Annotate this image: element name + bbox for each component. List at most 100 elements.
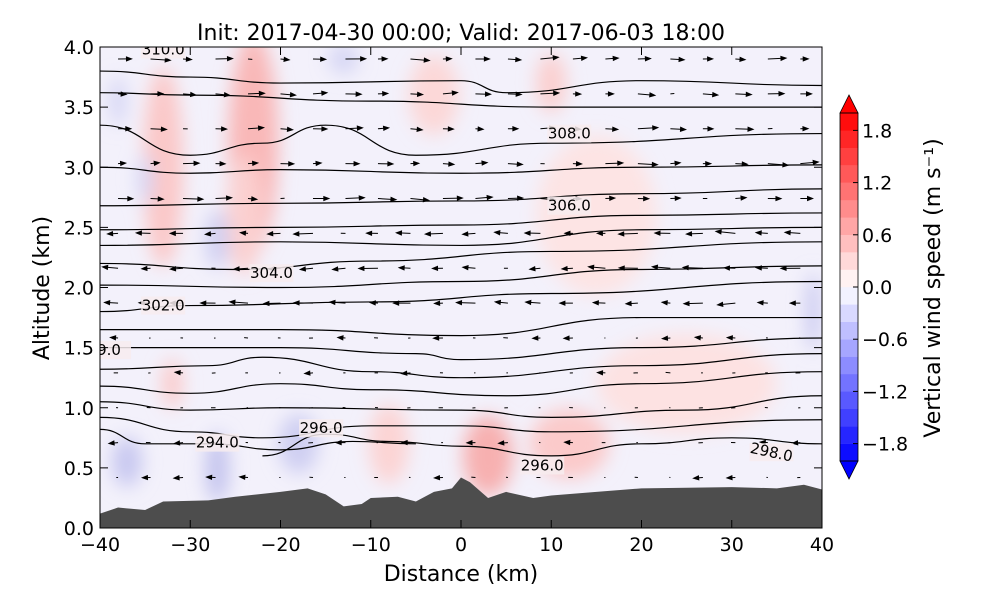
colorbar-tick-label: 0.0 <box>862 277 892 299</box>
contour-label-bg <box>249 264 294 283</box>
shading-blob <box>112 436 143 487</box>
y-tick-label: 1.5 <box>64 338 94 360</box>
colorbar-level <box>840 200 858 218</box>
wind-arrowhead <box>173 370 181 376</box>
wind-arrowhead <box>157 91 165 97</box>
shading-blob <box>143 67 184 268</box>
shading-blob <box>408 55 459 136</box>
wind-arrowhead <box>204 231 212 237</box>
shading-blob <box>536 135 657 296</box>
wind-arrowhead <box>712 91 720 98</box>
colorbar-extend-min <box>839 460 859 480</box>
wind-arrowhead <box>553 90 561 96</box>
wind-arrowhead <box>172 475 180 481</box>
wind-arrowhead <box>465 439 473 446</box>
wind-arrowhead <box>644 56 652 62</box>
wind-arrowhead <box>323 195 331 202</box>
wind-arrowhead <box>552 55 560 61</box>
wind-arrowhead <box>528 266 536 272</box>
x-tick-label: 40 <box>810 534 834 556</box>
wind-arrowhead <box>650 264 659 270</box>
wind-arrowhead <box>219 161 227 167</box>
colorbar-level <box>840 182 858 201</box>
wind-arrowhead <box>390 196 398 203</box>
x-tick-label: −30 <box>170 534 210 556</box>
colorbar: 1.8 1.2 0.6 0.0 −0.6 −1.2 −1.8 <box>839 94 908 480</box>
wind-arrowhead <box>612 55 620 62</box>
contour-label: 308.0 <box>548 125 591 143</box>
colorbar-level <box>840 269 858 288</box>
wind-arrowhead <box>431 265 439 272</box>
x-tick-label: 0 <box>455 534 467 556</box>
isentrope-line <box>100 371 822 397</box>
wind-arrowhead <box>483 56 491 62</box>
colorbar-tick-label: −0.6 <box>862 329 908 351</box>
wind-arrowhead <box>266 231 274 237</box>
wind-arrowhead <box>160 126 168 132</box>
wind-arrowhead <box>353 161 361 167</box>
wind-arrowhead <box>303 370 311 376</box>
isentrope-line <box>100 265 822 289</box>
wind-arrowhead <box>674 195 682 202</box>
wind-arrowhead <box>433 474 441 481</box>
wind-arrowhead <box>185 56 193 62</box>
wind-arrowhead <box>239 230 247 236</box>
colorbar-level <box>840 426 858 444</box>
wind-arrowhead <box>788 300 796 306</box>
colorbar-level <box>840 217 858 235</box>
wind-arrowhead <box>807 195 814 202</box>
terrain <box>100 477 822 528</box>
wind-arrowhead <box>780 55 788 62</box>
isentrope-line <box>100 416 822 439</box>
x-tick-label: −40 <box>80 534 120 556</box>
wind-arrowhead <box>575 161 583 167</box>
wind-arrowhead <box>258 90 266 97</box>
wind-arrowhead <box>226 56 234 62</box>
colorbar-level <box>840 321 858 340</box>
wind-arrowhead <box>783 229 791 236</box>
wind-arrowhead <box>754 230 762 236</box>
wind-arrowhead <box>624 300 632 307</box>
wind-arrowhead <box>617 231 625 237</box>
wind-arrowhead <box>477 126 485 132</box>
wind-arrowhead <box>497 440 505 446</box>
contour-label: 9.0 <box>97 341 121 359</box>
isentrope-line <box>100 353 822 379</box>
contour-label: 310.0 <box>142 40 185 58</box>
colorbar-level <box>840 374 858 392</box>
wind-arrowhead <box>228 299 236 305</box>
wind-arrowhead <box>745 91 753 98</box>
wind-arrowhead <box>153 160 161 167</box>
wind-arrowhead <box>725 474 733 481</box>
colorbar-tick-label: −1.8 <box>862 434 908 456</box>
y-tick-label: 4.0 <box>64 37 94 59</box>
wind-arrowhead <box>286 126 294 132</box>
wind-arrowhead <box>609 195 617 202</box>
colorbar-extend-max <box>839 94 859 114</box>
x-tick-label: −10 <box>351 534 391 556</box>
wind-arrowhead <box>125 56 133 62</box>
colorbar-level <box>840 443 858 462</box>
wind-vectors <box>101 55 820 481</box>
isentrope-line <box>100 428 416 451</box>
colorbar-level <box>840 113 858 131</box>
y-tick-label: 0.0 <box>64 518 94 540</box>
wind-arrowhead <box>516 161 524 167</box>
wind-arrowhead <box>652 125 660 131</box>
wind-arrowhead <box>289 92 297 98</box>
colorbar-tick-label: 1.8 <box>862 120 892 142</box>
wind-arrowhead <box>445 56 453 62</box>
wind-arrowhead <box>252 160 260 167</box>
wind-arrowhead <box>562 335 570 341</box>
contour-label-bg <box>195 433 240 452</box>
colorbar-tick-label: 0.6 <box>862 225 892 247</box>
wind-arrowhead <box>447 126 455 132</box>
contour-label-bg <box>141 47 186 59</box>
wind-arrowhead <box>331 266 339 272</box>
contour-labels: 310.0 308.0 306.0 304.0 302.0 9.0 294.0 296.0 29… <box>97 40 794 475</box>
shading-blob <box>226 155 263 276</box>
wind-arrowhead <box>357 265 365 272</box>
wind-arrowhead <box>461 231 469 237</box>
wind-arrowhead <box>382 125 391 132</box>
